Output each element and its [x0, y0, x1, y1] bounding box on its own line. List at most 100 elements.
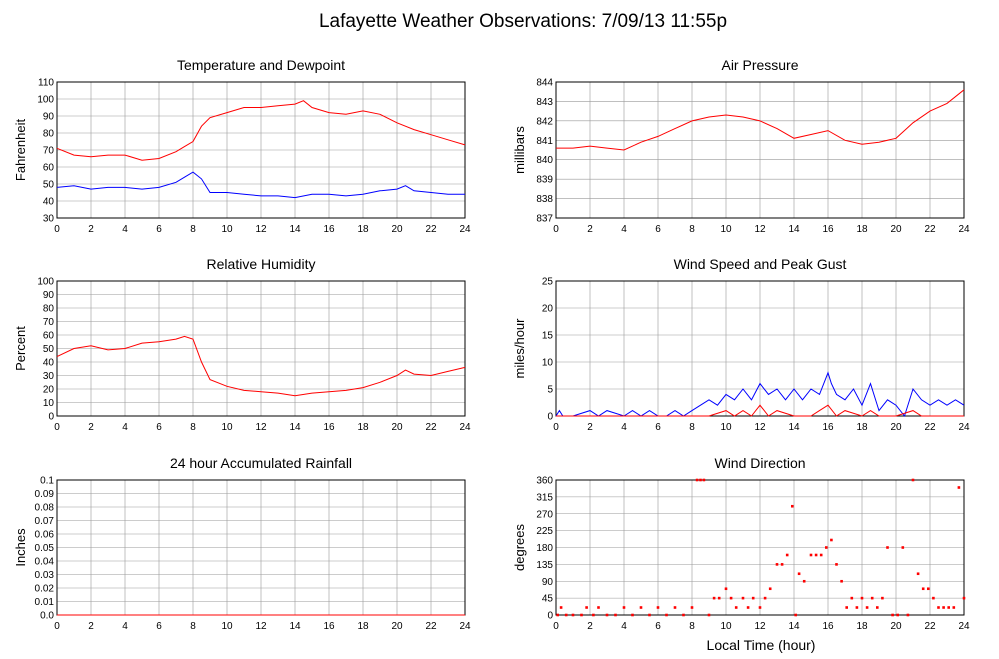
y-tick-label: 839 [536, 175, 553, 186]
x-tick-label: 22 [425, 621, 437, 632]
scatter-point [734, 606, 738, 609]
x-tick-label: 6 [156, 422, 162, 433]
x-tick-label: 10 [720, 224, 732, 235]
plot-frame [56, 81, 466, 219]
x-tick-label: 20 [391, 224, 403, 235]
x-tick-label: 10 [720, 621, 732, 632]
y-tick-label: 0.1 [40, 476, 54, 487]
y-tick-label: 90 [43, 112, 55, 123]
scatter-point [729, 596, 733, 600]
y-tick-label: 50 [43, 180, 55, 191]
x-tick-label: 8 [190, 621, 196, 632]
scatter-point [819, 553, 823, 557]
x-tick-label: 4 [621, 621, 627, 632]
x-tick-label: 0 [54, 224, 60, 235]
bottom-x-axis-label: Local Time (hour) [707, 637, 816, 653]
x-tick-label: 18 [856, 621, 868, 632]
y-tick-label: 0.09 [35, 489, 55, 500]
y-tick-label: 80 [43, 129, 55, 140]
y-tick-label: 270 [536, 509, 553, 520]
x-tick-label: 8 [689, 224, 695, 235]
scatter-point [870, 596, 874, 600]
y-tick-label: 30 [43, 214, 55, 225]
y-tick-label: 0.03 [35, 570, 55, 581]
x-tick-label: 2 [88, 224, 94, 235]
y-tick-label: 842 [536, 116, 553, 127]
x-tick-label: 8 [689, 422, 695, 433]
plot-frame [555, 81, 965, 219]
scatter-point [942, 606, 945, 609]
scatter-point [860, 596, 864, 600]
scatter-point [695, 478, 699, 482]
x-tick-label: 22 [924, 422, 936, 433]
y-tick-label: 20 [43, 385, 55, 396]
y-axis-label: millibars [512, 126, 527, 174]
y-tick-label: 0.04 [35, 557, 55, 568]
scatter-point [896, 613, 899, 617]
x-tick-label: 22 [425, 224, 437, 235]
scatter-point [825, 546, 828, 549]
scatter-point [962, 596, 966, 600]
series-line-1 [56, 335, 466, 397]
x-tick-label: 14 [788, 422, 800, 433]
y-tick-label: 80 [43, 304, 55, 315]
y-tick-label: 90 [43, 290, 55, 301]
y-tick-label: 0.01 [35, 597, 55, 608]
y-tick-label: 50 [43, 344, 55, 355]
x-tick-label: 2 [587, 224, 593, 235]
scatter-point [564, 613, 568, 617]
scatter-point [921, 587, 925, 591]
series-line-2 [556, 404, 964, 417]
x-tick-label: 6 [655, 422, 661, 433]
series-line-1 [56, 100, 466, 161]
y-tick-label: 0.05 [35, 543, 55, 554]
scatter-point [845, 606, 848, 609]
y-tick-label: 10 [542, 358, 554, 369]
y-axis-label: miles/hour [512, 318, 527, 379]
x-tick-label: 20 [890, 422, 902, 433]
chart-title: Wind Speed and Peak Gust [674, 256, 847, 272]
scatter-point [699, 478, 702, 482]
scatter-point [556, 613, 559, 617]
series-line-2 [56, 171, 465, 199]
y-tick-label: 315 [536, 492, 553, 503]
y-tick-label: 40 [43, 197, 55, 208]
scatter-point [794, 613, 797, 617]
y-tick-label: 100 [37, 277, 54, 288]
scatter-point [605, 613, 609, 617]
x-tick-label: 4 [122, 422, 128, 433]
y-axis-label: Fahrenheit [13, 119, 28, 182]
y-axis-label: degrees [512, 524, 527, 571]
scatter-point [580, 613, 583, 617]
x-tick-label: 14 [788, 224, 800, 235]
y-tick-label: 0 [48, 412, 54, 423]
chart-title: Relative Humidity [207, 256, 316, 272]
x-tick-label: 0 [54, 621, 60, 632]
scatter-point [592, 613, 595, 617]
scatter-point [597, 606, 600, 609]
x-tick-label: 2 [88, 621, 94, 632]
scatter-point [855, 606, 859, 609]
scatter-point [937, 606, 940, 609]
x-tick-label: 10 [221, 422, 233, 433]
x-tick-label: 24 [958, 621, 970, 632]
x-tick-label: 6 [655, 224, 661, 235]
scatter-point [639, 606, 643, 609]
scatter-point [751, 596, 755, 600]
scatter-point [881, 596, 884, 600]
scatter-point [957, 486, 961, 489]
scatter-point [585, 606, 588, 609]
plot-frame [555, 280, 965, 417]
x-tick-label: 12 [754, 224, 766, 235]
x-tick-label: 6 [655, 621, 661, 632]
x-tick-label: 4 [621, 422, 627, 433]
scatter-point [891, 613, 894, 617]
x-tick-label: 4 [621, 224, 627, 235]
y-tick-label: 843 [536, 97, 553, 108]
y-tick-label: 225 [536, 526, 553, 537]
scatter-point [932, 596, 935, 600]
x-tick-label: 20 [890, 621, 902, 632]
y-tick-label: 70 [43, 146, 55, 157]
